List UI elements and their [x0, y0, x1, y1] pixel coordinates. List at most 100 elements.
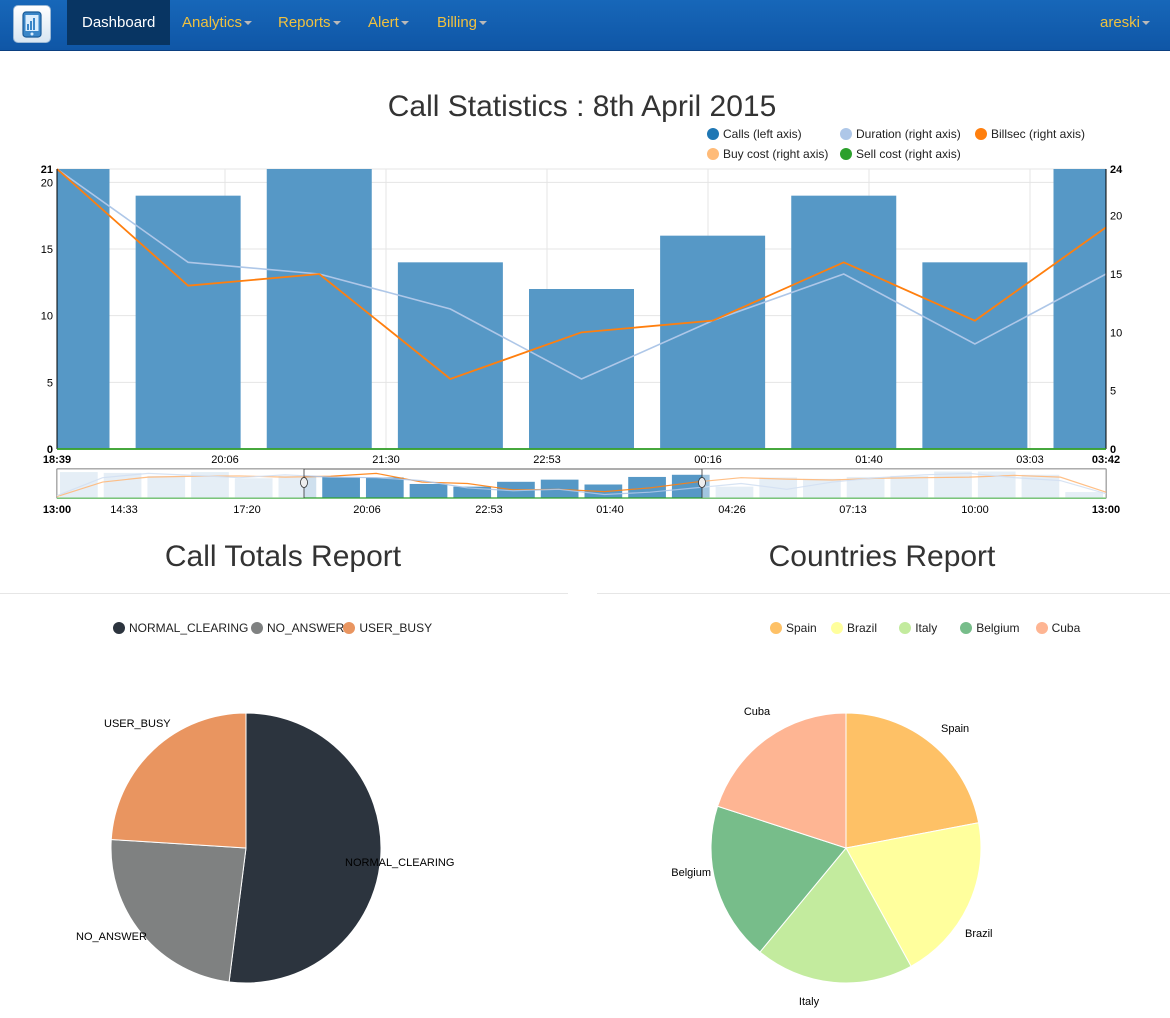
legend-dot-icon: [343, 622, 356, 634]
nav-analytics-label: Analytics: [182, 14, 243, 31]
bar-calls: [922, 262, 1028, 449]
user-menu[interactable]: areski: [1100, 0, 1151, 45]
legend-item-no-answer[interactable]: NO_ANSWER: [251, 621, 344, 635]
y-right-tick-label: 5: [1110, 386, 1116, 398]
context-bar: [1021, 474, 1060, 498]
legend-dot-icon: [707, 128, 719, 140]
legend-item-spain[interactable]: Spain: [770, 621, 817, 635]
nav-analytics[interactable]: Analytics: [182, 0, 253, 45]
pie-slice-italy: [759, 847, 912, 984]
legend-item-user-busy[interactable]: USER_BUSY: [343, 621, 432, 635]
legend-item-brazil[interactable]: Brazil: [831, 621, 877, 635]
brush-mask: [57, 469, 304, 498]
context-x-tick-label: 07:13: [839, 504, 867, 516]
context-x-tick-label: 04:26: [718, 504, 746, 516]
pie-slice-cuba: [716, 712, 847, 849]
legend-label: Brazil: [847, 621, 878, 635]
y-right-tick-label: 0: [1110, 444, 1116, 456]
legend-dot-icon: [113, 622, 125, 634]
pie-slice-spain: [845, 712, 980, 849]
context-x-tick-label: 10:00: [961, 504, 989, 516]
navbar: Dashboard Analytics Reports Alert Billin…: [0, 0, 1170, 51]
y-left-tick-label: 10: [41, 311, 53, 323]
legend-item-calls-left-axis[interactable]: Calls (left axis): [707, 127, 802, 141]
divider: [0, 593, 568, 594]
pie-label-cuba: Cuba: [744, 706, 771, 718]
bar-calls: [57, 169, 110, 449]
context-chart: 13:00 14:33 17:20 20:06 22:53 01:40 04:26 07:13…: [43, 468, 1120, 516]
legend-dot-icon: [1035, 622, 1048, 634]
legend-dot-icon: [707, 148, 719, 160]
brush-handle-icon[interactable]: [300, 477, 308, 488]
countries-title: Countries Report: [768, 540, 996, 573]
context-bar: [365, 477, 404, 498]
x-tick-label: 20:06: [211, 454, 239, 466]
y-right-tick-label: 10: [1110, 327, 1122, 339]
y-left-tick-label: 5: [47, 377, 53, 389]
legend-label: Sell cost (right axis): [856, 147, 961, 161]
nav-dashboard[interactable]: Dashboard: [67, 0, 171, 45]
legend-item-billsec-right-axis[interactable]: Billsec (right axis): [975, 127, 1085, 141]
legend-dot-icon: [899, 622, 912, 634]
brush-handle-icon[interactable]: [698, 477, 706, 488]
legend-item-sell-cost-right-axis[interactable]: Sell cost (right axis): [840, 147, 961, 161]
context-bar: [803, 478, 841, 498]
y-right-tick-label: 20: [1110, 211, 1122, 223]
user-menu-label: areski: [1100, 14, 1141, 31]
nav-alert[interactable]: Alert: [368, 0, 409, 45]
legend-item-cuba[interactable]: Cuba: [1035, 621, 1081, 635]
y-left-tick-label: 15: [41, 244, 53, 256]
context-bar: [1065, 492, 1103, 498]
x-tick-label: 03:03: [1016, 454, 1044, 466]
line-billsec-right-axis: [56, 168, 1107, 381]
context-frame: [56, 468, 1107, 499]
calls-bars: [57, 169, 1106, 449]
legend-item-buy-cost-right-axis[interactable]: Buy cost (right axis): [707, 147, 828, 161]
legend-label: Duration (right axis): [856, 127, 961, 141]
context-bar: [234, 478, 273, 498]
legend-dot-icon: [840, 128, 852, 140]
bar-calls: [266, 169, 372, 449]
context-x-tick-label: 22:53: [475, 504, 503, 516]
pie-slice-normal-clearing: [228, 712, 382, 984]
legend-label: Cuba: [1051, 621, 1081, 635]
context-bar: [890, 475, 929, 498]
legend-label: Spain: [786, 621, 817, 635]
legend-label: Calls (left axis): [723, 127, 802, 141]
caret-down-icon: [244, 21, 253, 26]
pie-slice-user-busy: [110, 712, 247, 849]
legend-item-italy[interactable]: Italy: [899, 621, 937, 635]
pie-label-no-answer: NO_ANSWER: [76, 931, 147, 943]
context-x-tick-label: 13:00: [43, 504, 71, 516]
legend-label: Buy cost (right axis): [723, 147, 829, 161]
bar-calls: [1053, 169, 1106, 449]
bar-calls: [397, 262, 503, 449]
bar-calls: [791, 195, 897, 449]
call-totals-pie: NORMAL_CLEARING NO_ANSWER USER_BUSY: [76, 712, 454, 984]
nav-reports[interactable]: Reports: [278, 0, 341, 45]
legend-dot-icon: [831, 622, 843, 634]
y-left-tick-label: 0: [47, 444, 53, 456]
brand-logo[interactable]: [13, 5, 51, 43]
context-bar: [934, 471, 972, 498]
line-duration-right-axis: [56, 168, 1107, 380]
pie-slice-belgium: [710, 805, 847, 953]
y-right-tick-label: 15: [1110, 269, 1122, 281]
context-x-tick-label: 17:20: [233, 504, 261, 516]
x-tick-label: 18:39: [43, 454, 71, 466]
pie-label-italy: Italy: [799, 996, 820, 1008]
caret-down-icon: [479, 21, 488, 26]
x-tick-label: 00:16: [694, 454, 722, 466]
legend-item-normal-clearing[interactable]: NORMAL_CLEARING: [113, 621, 248, 635]
context-x-tick-label: 14:33: [110, 504, 138, 516]
legend-item-duration-right-axis[interactable]: Duration (right axis): [840, 127, 961, 141]
y-left-tick-label: 20: [41, 177, 53, 189]
context-line: [56, 472, 1107, 498]
y-right-tick-label: 24: [1110, 164, 1123, 176]
brush-mask: [702, 469, 1106, 498]
divider: [597, 593, 1170, 594]
nav-billing[interactable]: Billing: [437, 0, 488, 45]
legend-item-belgium[interactable]: Belgium: [960, 621, 1020, 635]
x-tick-label: 03:42: [1092, 454, 1120, 466]
